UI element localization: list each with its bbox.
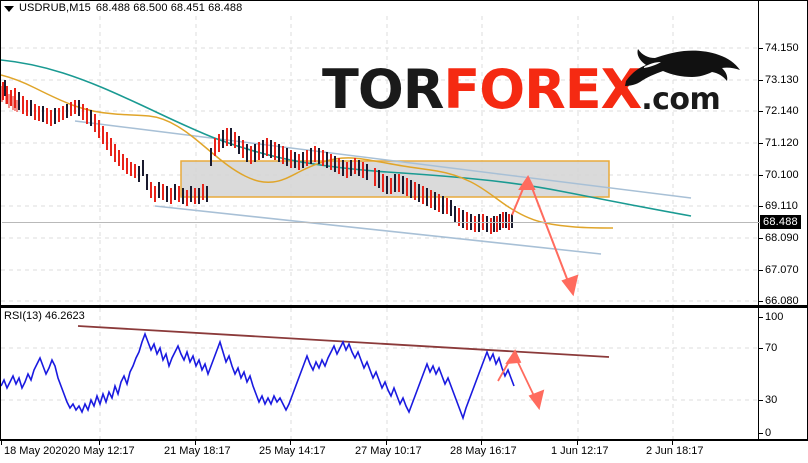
symbol-label: USDRUB,M15 (19, 2, 91, 14)
channel-upper-trendline (74, 120, 692, 199)
rsi-axis-label: 0 (765, 427, 772, 439)
ohlc-values: 68.488 68.500 68.451 68.488 (95, 2, 243, 14)
price-axis-label: 71.120 (765, 137, 799, 149)
rsi-axis-label: 30 (765, 394, 778, 406)
rsi-axis-label: 100 (765, 311, 784, 323)
price-axis-label: 66.080 (765, 295, 799, 307)
time-axis-label: 1 Jun 12:17 (551, 445, 609, 457)
time-axis[interactable]: 18 May 2020 20 May 12:17 21 May 18:17 25… (0, 440, 808, 463)
rsi-gridlines (1, 308, 758, 439)
rsi-chart-svg (1, 308, 758, 439)
ma-slow-line (1, 59, 692, 217)
current-price-line (2, 222, 760, 223)
price-panel-frame (0, 0, 808, 307)
ma-fast-line (1, 74, 614, 229)
price-axis-label: 70.100 (765, 169, 799, 181)
time-axis-label: 20 May 12:17 (68, 445, 135, 457)
time-axis-label: 18 May 2020 (4, 445, 68, 457)
rsi-line (1, 331, 515, 421)
price-forecast-arrow (511, 175, 579, 297)
price-axis-label: 68.090 (765, 232, 799, 244)
time-axis-label: 27 May 10:17 (355, 445, 422, 457)
rsi-indicator-label: RSI(13) 46.2623 (4, 310, 85, 322)
price-axis-label: 74.150 (765, 42, 799, 54)
time-axis-label: 25 May 14:17 (259, 445, 326, 457)
price-axis-label: 67.070 (765, 264, 799, 276)
time-axis-label: 28 May 16:17 (450, 445, 517, 457)
price-axis[interactable]: 74.150 73.130 72.140 71.120 70.100 69.11… (2, 0, 808, 307)
time-axis-label: 21 May 18:17 (164, 445, 231, 457)
price-axis-label: 73.130 (765, 74, 799, 86)
rsi-forecast-arrow (497, 349, 545, 411)
chevron-down-icon[interactable] (4, 5, 14, 12)
price-axis-label: 72.140 (765, 105, 799, 117)
time-axis-label: 2 Jun 18:17 (646, 445, 704, 457)
chart-header: USDRUB,M15 68.488 68.500 68.451 68.488 (4, 2, 242, 14)
channel-lower-trendline (154, 205, 602, 255)
rsi-axis-label: 70 (765, 342, 778, 354)
price-axis-label: 69.110 (765, 200, 798, 212)
rsi-panel-frame (0, 307, 808, 440)
current-price-label: 68.488 (760, 215, 801, 229)
rsi-chart-plot-area[interactable] (1, 308, 758, 439)
rsi-axis[interactable]: 100 70 30 0 (758, 307, 808, 440)
